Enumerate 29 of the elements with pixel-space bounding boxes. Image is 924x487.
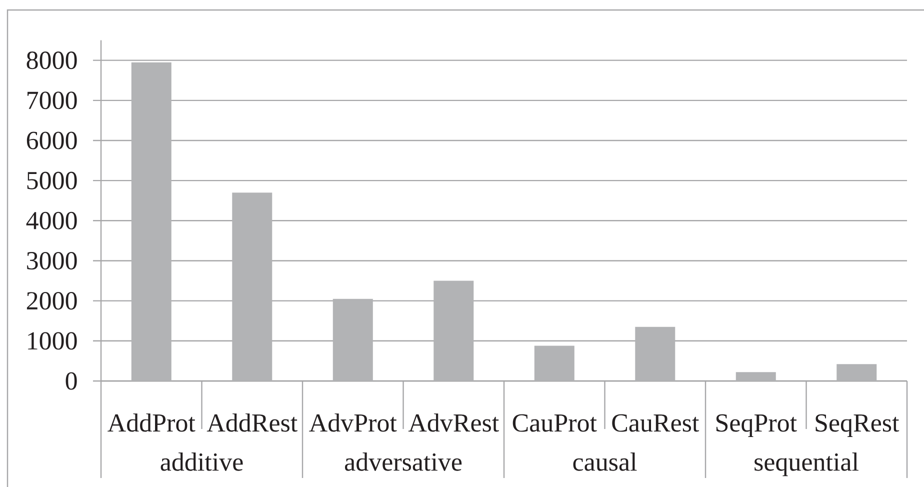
y-tick-label: 6000	[26, 132, 77, 150]
x-tick-label: AddProt	[108, 413, 196, 432]
x-tick-label: AdvRest	[408, 413, 499, 432]
y-tick-label: 5000	[27, 172, 77, 190]
x-tick-label: CauProt	[512, 414, 597, 432]
bar	[332, 298, 373, 381]
text: adversative	[344, 452, 462, 471]
y-tick-label: 7000	[28, 92, 77, 110]
bar	[534, 346, 574, 381]
bar	[635, 326, 676, 381]
bar	[131, 62, 172, 381]
x-tick-label: SeqRest	[816, 414, 900, 438]
text: additive	[160, 452, 243, 471]
bar	[434, 280, 474, 381]
y-tick-label: 0	[66, 372, 77, 390]
y-tick-label: 3000	[27, 252, 77, 270]
y-tick-label: 1000	[28, 332, 77, 350]
y-tick-label: 8000	[26, 52, 77, 70]
bar	[836, 364, 877, 381]
x-tick-label: CauRest	[612, 414, 700, 432]
text: causal	[573, 452, 637, 471]
bar	[232, 192, 272, 381]
y-tick-label: 4000	[26, 212, 77, 230]
y-tick-label: 2000	[26, 292, 77, 310]
x-tick-label: AdvProt	[309, 413, 397, 432]
bar	[736, 372, 776, 381]
x-tick-label: SeqProt	[716, 414, 797, 438]
x-tick-label: AddRest	[206, 413, 298, 432]
text: sequential	[754, 452, 858, 476]
